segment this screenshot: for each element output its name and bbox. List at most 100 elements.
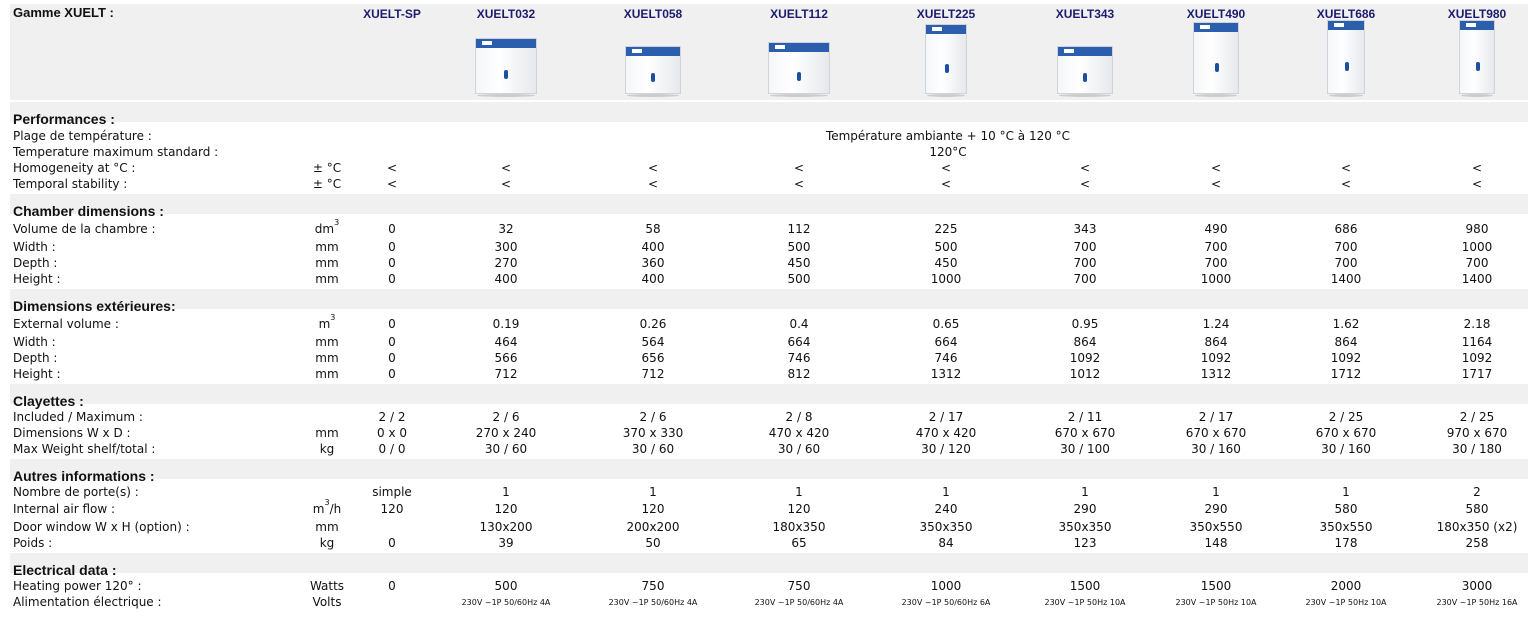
cell-performances-homog-xuelt112: < — [793, 161, 805, 175]
cell-clayettes-included-xuelt058: 2 / 6 — [639, 410, 667, 424]
cell-autres-poids-xuelt032: 39 — [498, 536, 514, 550]
oven-product-image — [1193, 22, 1239, 97]
cell-exterior-depth-xuelt686: 1092 — [1330, 351, 1362, 365]
row-label-autres-airflow: Internal air flow : — [13, 502, 116, 516]
cell-electrical-power-xuelt490: 1500 — [1200, 579, 1232, 593]
section-title-electrical: Electrical data : — [13, 562, 117, 578]
cell-exterior-volume-xuelt686: 1.62 — [1332, 317, 1360, 331]
cell-exterior-height-xuelt032: 712 — [494, 367, 518, 381]
section-band-electrical — [10, 553, 1528, 573]
row-label-performances-homog: Homogeneity at °C : — [13, 161, 136, 175]
row-label-exterior-depth: Depth : — [13, 351, 58, 365]
cell-autres-portes-xuelt112: 1 — [795, 485, 803, 499]
cell-exterior-depth-xuelt058: 656 — [641, 351, 665, 365]
unit-text: mm — [315, 256, 339, 270]
unit-text: mm — [315, 367, 339, 381]
column-header-xuelt112: XUELT112 — [770, 7, 828, 21]
cell-exterior-width-xuelt490: 864 — [1204, 335, 1228, 349]
cell-clayettes-weight-xuelt112: 30 / 60 — [777, 442, 821, 456]
cell-electrical-alim-xuelt225: 230V ~1P 50/60Hz 6A — [901, 598, 991, 607]
cell-exterior-depth-xuelt112: 746 — [787, 351, 811, 365]
cell-clayettes-dims-xuelt-sp: 0 x 0 — [377, 426, 407, 440]
cell-electrical-alim-xuelt032: 230V ~1P 50/60Hz 4A — [461, 598, 551, 607]
row-label-clayettes-included: Included / Maximum : — [13, 410, 143, 424]
unit-text: mm — [315, 240, 339, 254]
unit-text: mm — [315, 351, 339, 365]
cell-autres-airflow-xuelt058: 120 — [641, 502, 665, 516]
cell-performances-stab-xuelt-sp: < — [386, 177, 398, 191]
cell-autres-window-xuelt058: 200x200 — [626, 520, 680, 534]
cell-exterior-volume-xuelt980: 2.18 — [1463, 317, 1491, 331]
row-label-chamber-height: Height : — [13, 272, 61, 286]
oven-product-image — [1459, 20, 1495, 97]
row-label-performances-stab: Temporal stability : — [13, 177, 128, 191]
cell-clayettes-included-xuelt980: 2 / 25 — [1459, 410, 1495, 424]
cell-clayettes-included-xuelt-sp: 2 / 2 — [378, 410, 406, 424]
cell-autres-window-xuelt032: 130x200 — [479, 520, 533, 534]
row-unit-electrical-alim: Volts — [313, 594, 342, 610]
cell-electrical-power-xuelt058: 750 — [641, 579, 665, 593]
row-unit-electrical-power: Watts — [310, 578, 344, 594]
cell-autres-window-xuelt980: 180x350 (x2) — [1436, 520, 1518, 534]
cell-clayettes-dims-xuelt225: 470 x 420 — [915, 426, 977, 440]
cell-chamber-depth-xuelt032: 270 — [494, 256, 518, 270]
row-label-chamber-depth: Depth : — [13, 256, 58, 270]
unit-text: dm — [314, 222, 335, 236]
section-band-chamber — [10, 194, 1528, 214]
unit-superscript: 3 — [334, 218, 340, 227]
cell-autres-airflow-xuelt-sp: 120 — [380, 502, 404, 516]
oven-product-image — [625, 46, 681, 97]
cell-clayettes-included-xuelt032: 2 / 6 — [492, 410, 520, 424]
cell-chamber-depth-xuelt343: 700 — [1073, 256, 1097, 270]
cell-exterior-height-xuelt-sp: 0 — [388, 367, 396, 381]
cell-chamber-height-xuelt-sp: 0 — [388, 272, 396, 286]
unit-text: mm — [315, 520, 339, 534]
cell-exterior-height-xuelt686: 1712 — [1330, 367, 1362, 381]
cell-autres-portes-xuelt225: 1 — [942, 485, 950, 499]
column-header-xuelt032: XUELT032 — [476, 7, 536, 21]
cell-clayettes-included-xuelt490: 2 / 17 — [1198, 410, 1234, 424]
cell-clayettes-weight-xuelt058: 30 / 60 — [631, 442, 675, 456]
column-header-xuelt225: XUELT225 — [916, 7, 976, 21]
cell-chamber-width-xuelt343: 700 — [1073, 240, 1097, 254]
cell-electrical-alim-xuelt980: 230V ~1P 50Hz 16A — [1436, 598, 1518, 607]
cell-performances-homog-xuelt225: < — [940, 161, 952, 175]
cell-clayettes-included-xuelt686: 2 / 25 — [1328, 410, 1364, 424]
cell-exterior-height-xuelt058: 712 — [641, 367, 665, 381]
section-band-performances — [10, 102, 1528, 122]
cell-exterior-depth-xuelt343: 1092 — [1069, 351, 1101, 365]
row-unit-clayettes-dims: mm — [315, 425, 338, 441]
cell-clayettes-dims-xuelt980: 970 x 670 — [1446, 426, 1508, 440]
cell-chamber-depth-xuelt058: 360 — [641, 256, 665, 270]
cell-clayettes-dims-xuelt112: 470 x 420 — [768, 426, 830, 440]
cell-clayettes-weight-xuelt343: 30 / 100 — [1060, 442, 1110, 456]
cell-autres-airflow-xuelt490: 290 — [1204, 502, 1228, 516]
cell-chamber-depth-xuelt112: 450 — [787, 256, 811, 270]
row-label-performances-plage: Plage de température : — [13, 129, 152, 143]
cell-autres-poids-xuelt-sp: 0 — [388, 536, 396, 550]
cell-clayettes-dims-xuelt032: 270 x 240 — [475, 426, 537, 440]
cell-autres-poids-xuelt980: 258 — [1465, 536, 1489, 550]
cell-exterior-volume-xuelt058: 0.26 — [639, 317, 667, 331]
row-unit-chamber-width: mm — [315, 239, 338, 255]
cell-electrical-power-xuelt032: 500 — [494, 579, 518, 593]
section-title-autres: Autres informations : — [13, 468, 155, 484]
row-unit-chamber-depth: mm — [315, 255, 338, 271]
column-header-xuelt490: XUELT490 — [1186, 7, 1246, 21]
cell-chamber-volume-xuelt-sp: 0 — [388, 222, 396, 236]
cell-exterior-height-xuelt112: 812 — [787, 367, 811, 381]
cell-chamber-depth-xuelt490: 700 — [1204, 256, 1228, 270]
unit-text: mm — [315, 426, 339, 440]
section-band-clayettes — [10, 384, 1528, 404]
cell-exterior-volume-xuelt032: 0.19 — [492, 317, 520, 331]
row-label-chamber-width: Width : — [13, 240, 56, 254]
row-label-autres-poids: Poids : — [13, 536, 53, 550]
cell-clayettes-included-xuelt225: 2 / 17 — [928, 410, 964, 424]
cell-exterior-height-xuelt343: 1012 — [1069, 367, 1101, 381]
cell-clayettes-weight-xuelt032: 30 / 60 — [484, 442, 528, 456]
cell-autres-airflow-xuelt112: 120 — [787, 502, 811, 516]
unit-text: m — [318, 317, 331, 331]
cell-exterior-width-xuelt112: 664 — [787, 335, 811, 349]
cell-autres-poids-xuelt343: 123 — [1073, 536, 1097, 550]
cell-exterior-width-xuelt-sp: 0 — [388, 335, 396, 349]
